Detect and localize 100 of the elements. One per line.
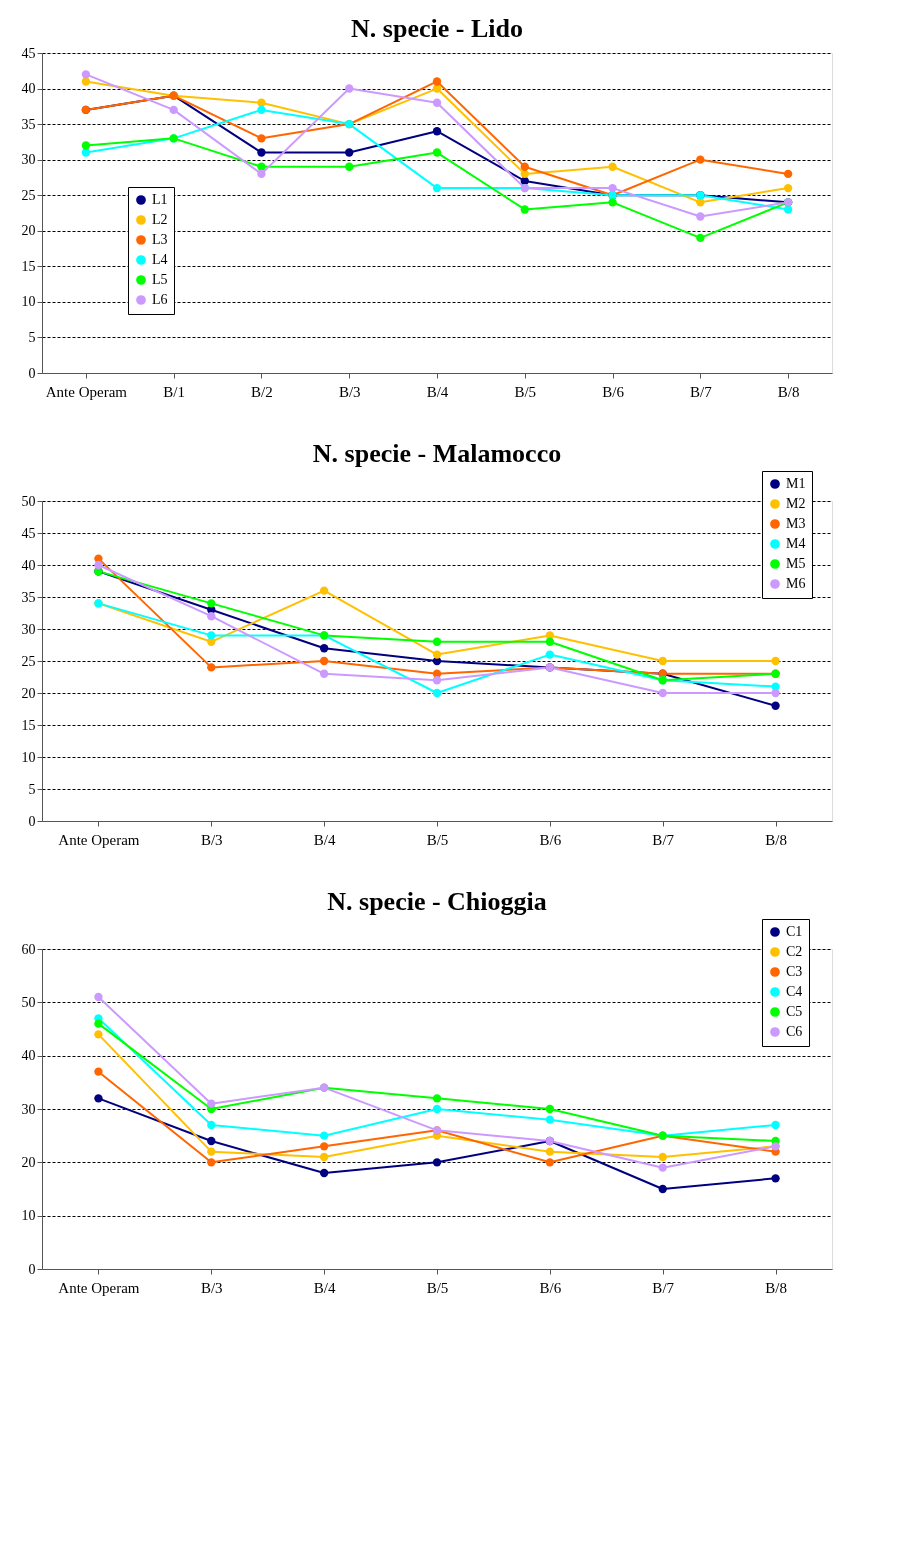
point — [319, 669, 329, 678]
legend-label: L6 — [152, 292, 168, 307]
x-tick-label: B/2 — [251, 383, 273, 400]
point — [319, 656, 329, 666]
point — [432, 84, 442, 93]
point — [94, 560, 103, 570]
point — [319, 644, 329, 653]
y-tick-label: 10 — [21, 749, 36, 765]
x-tick-label: Ante Operam — [58, 1279, 140, 1296]
y-tick-label: 60 — [21, 941, 36, 957]
point — [319, 1131, 329, 1140]
legend-label: M6 — [786, 576, 806, 591]
y-tick-label: 20 — [21, 685, 36, 701]
legend-label: M5 — [786, 556, 806, 571]
chart-title: N. specie - Lido — [351, 14, 523, 43]
y-tick-label: 50 — [21, 994, 36, 1010]
x-tick-label: B/3 — [338, 383, 361, 400]
y-tick-label: 20 — [21, 1154, 36, 1170]
point — [608, 198, 617, 207]
legend-label: M3 — [786, 516, 806, 531]
point — [257, 98, 266, 107]
legend-label: L4 — [152, 252, 168, 267]
point — [207, 1099, 216, 1108]
point — [81, 77, 91, 86]
legend-label: M4 — [786, 536, 806, 551]
x-tick-label: B/3 — [200, 831, 223, 848]
point — [169, 105, 178, 115]
legend-label: L5 — [152, 272, 168, 287]
y-tick-label: 15 — [21, 717, 36, 733]
y-tick-label: 20 — [21, 223, 36, 239]
point — [94, 1094, 103, 1103]
point — [345, 162, 354, 171]
y-tick-label: 10 — [21, 294, 36, 310]
point — [432, 127, 442, 136]
point — [345, 148, 354, 157]
point — [545, 1158, 555, 1167]
point — [520, 205, 529, 214]
y-tick-label: 40 — [21, 81, 36, 97]
point — [658, 1163, 667, 1172]
x-tick-label: B/4 — [313, 1279, 336, 1296]
x-tick-label: B/7 — [652, 831, 675, 848]
point — [94, 1030, 103, 1039]
y-tick-label: 5 — [28, 781, 36, 797]
point — [771, 701, 780, 710]
point — [207, 1158, 216, 1167]
legend-label: L1 — [152, 192, 168, 207]
point — [432, 688, 442, 698]
y-tick-label: 30 — [21, 1101, 36, 1117]
point — [545, 1147, 555, 1156]
x-tick-label: B/8 — [765, 831, 787, 848]
point — [94, 1067, 103, 1076]
legend-label: C1 — [786, 924, 803, 939]
point — [207, 631, 216, 640]
point — [432, 1158, 442, 1167]
point — [520, 162, 529, 171]
point — [94, 992, 103, 1002]
y-tick-label: 15 — [21, 258, 36, 274]
legend-label: L3 — [152, 232, 168, 247]
point — [319, 1152, 329, 1162]
point — [81, 70, 91, 79]
point — [81, 148, 91, 157]
point — [783, 183, 793, 193]
point — [257, 169, 266, 179]
y-tick-label: 25 — [21, 653, 36, 669]
x-tick-label: B/3 — [200, 1279, 223, 1296]
point — [432, 1104, 442, 1114]
x-tick-label: B/4 — [313, 831, 336, 848]
y-tick-label: 0 — [28, 365, 36, 381]
point — [771, 1174, 780, 1183]
point — [432, 98, 442, 107]
legend-label: C6 — [786, 1024, 803, 1039]
x-tick-label: B/6 — [539, 1279, 562, 1296]
point — [696, 212, 705, 221]
point — [432, 183, 442, 193]
point — [94, 1019, 103, 1028]
point — [207, 1120, 216, 1130]
point — [696, 233, 705, 243]
y-tick-label: 5 — [28, 329, 36, 345]
point — [432, 148, 442, 157]
x-tick-label: B/5 — [426, 1279, 449, 1296]
x-tick-label: B/1 — [163, 383, 186, 400]
y-tick-label: 30 — [21, 621, 36, 637]
point — [771, 688, 780, 698]
y-tick-label: 0 — [28, 813, 36, 829]
point — [545, 650, 555, 659]
legend-label: L2 — [152, 212, 168, 227]
point — [545, 637, 555, 646]
y-tick-label: 45 — [21, 45, 36, 61]
point — [257, 105, 266, 115]
point — [207, 663, 216, 672]
chart-title: N. specie - Chioggia — [327, 886, 547, 916]
point — [319, 586, 329, 595]
x-tick-label: B/7 — [652, 1279, 675, 1296]
point — [771, 656, 780, 666]
x-tick-label: B/4 — [426, 383, 449, 400]
y-tick-label: 30 — [21, 152, 36, 168]
legend-label: C4 — [786, 984, 803, 999]
point — [608, 183, 617, 193]
legend-label: C2 — [786, 944, 803, 959]
point — [608, 162, 617, 171]
